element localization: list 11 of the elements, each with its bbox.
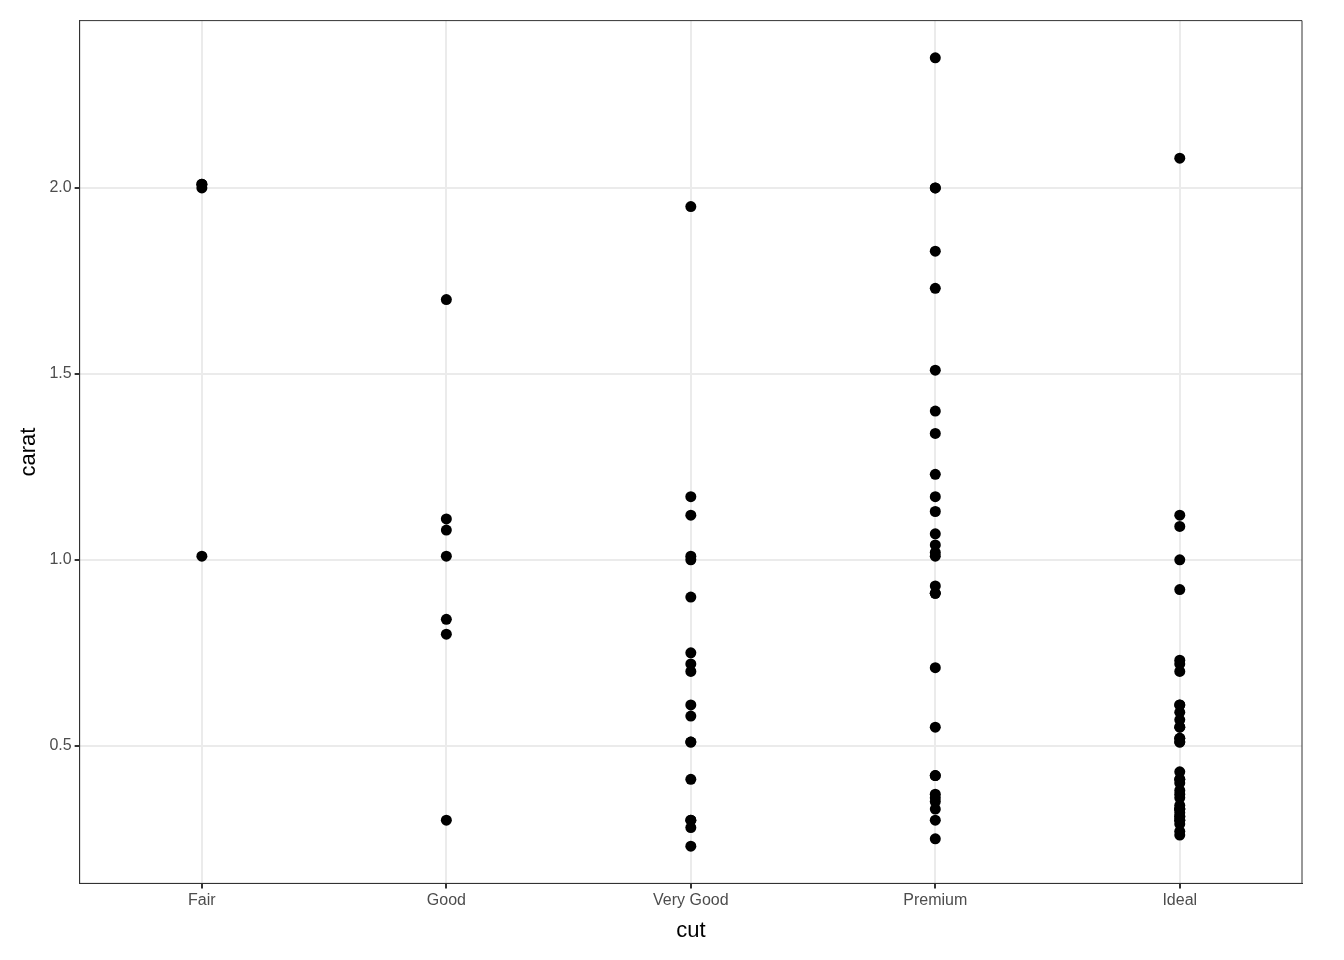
x-axis-title: cut — [676, 916, 706, 942]
x-tick-label: Ideal — [1162, 891, 1198, 909]
x-tick-label: Premium — [903, 891, 968, 909]
y-tick-label: 0.5 — [49, 736, 72, 754]
x-tick-label: Good — [426, 891, 466, 909]
x-tick-label: Fair — [188, 891, 217, 909]
x-tick-label: Very Good — [653, 891, 729, 909]
y-tick-label: 1.5 — [49, 364, 72, 382]
y-tick-label: 1.0 — [49, 550, 72, 568]
y-tick-label: 2.0 — [49, 178, 72, 196]
y-axis-title: carat — [15, 427, 41, 477]
